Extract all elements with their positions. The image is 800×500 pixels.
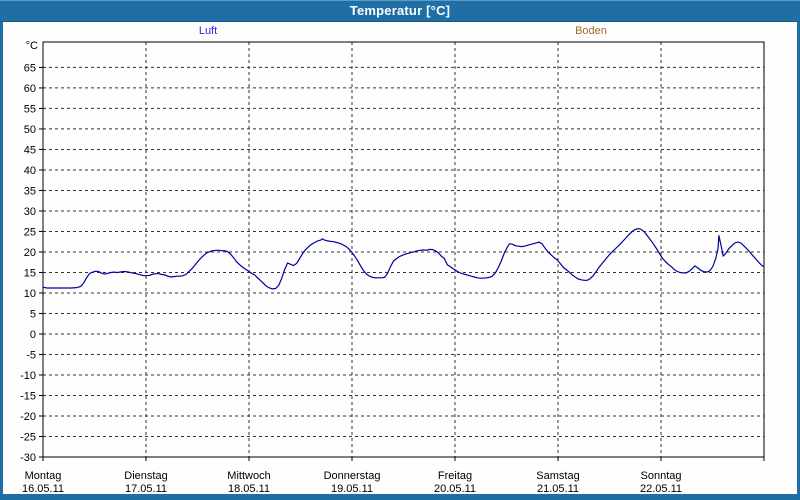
y-tick-label: 55: [24, 103, 36, 115]
y-tick-label: 45: [24, 144, 36, 156]
chart-legend: Luft Boden: [3, 25, 797, 39]
x-day-label: Samstag: [536, 470, 579, 482]
x-day-label: Mittwoch: [227, 470, 270, 482]
x-day-label: Donnerstag: [324, 470, 381, 482]
y-tick-label: 10: [24, 288, 36, 300]
x-date-label: 21.05.11: [537, 483, 579, 494]
x-date-label: 16.05.11: [22, 483, 64, 494]
x-date-label: 18.05.11: [228, 483, 270, 494]
y-tick-label: -30: [20, 452, 36, 464]
y-tick-label: 40: [24, 165, 36, 177]
y-tick-label: -10: [20, 370, 36, 382]
x-date-label: 17.05.11: [125, 483, 167, 494]
legend-item-luft: Luft: [198, 25, 218, 37]
y-tick-label: 15: [24, 267, 36, 279]
window-titlebar[interactable]: Temperatur [°C]: [0, 0, 800, 22]
y-tick-label: -15: [20, 390, 36, 402]
y-tick-label: 0: [30, 329, 36, 341]
x-day-label: Sonntag: [641, 470, 682, 482]
x-day-label: Montag: [25, 470, 62, 482]
y-tick-label: 20: [24, 247, 36, 259]
y-tick-label: 50: [24, 124, 36, 136]
y-tick-label: 65: [24, 62, 36, 74]
x-day-label: Dienstag: [124, 470, 167, 482]
plot-frame: [42, 41, 765, 458]
y-tick-label: 30: [24, 206, 36, 218]
y-tick-label: 5: [30, 308, 36, 320]
x-date-label: 20.05.11: [434, 483, 476, 494]
y-tick-label: -20: [20, 411, 36, 423]
y-tick-label: -25: [20, 431, 36, 443]
x-date-label: 19.05.11: [331, 483, 373, 494]
y-tick-label: -5: [26, 349, 36, 361]
y-tick-label: 35: [24, 185, 36, 197]
y-unit-label: °C: [26, 40, 38, 52]
y-tick-label: 25: [24, 226, 36, 238]
x-day-label: Freitag: [438, 470, 472, 482]
series-curve-luft: [42, 228, 765, 290]
legend-item-boden: Boden: [575, 25, 607, 37]
y-tick-label: 60: [24, 83, 36, 95]
x-date-label: 22.05.11: [640, 483, 682, 494]
window-title: Temperatur [°C]: [349, 3, 451, 18]
